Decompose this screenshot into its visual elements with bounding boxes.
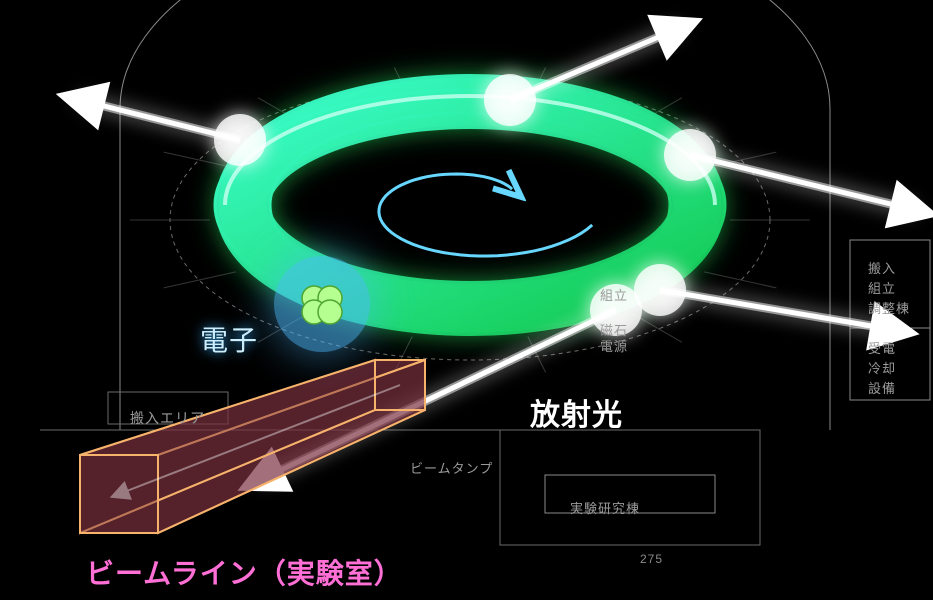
electron-label: 電子 <box>200 319 258 359</box>
beamline-label: ビームライン（実験室） <box>86 552 403 592</box>
floor-label-num275: 275 <box>640 552 663 566</box>
radiation-rays-glow <box>80 28 915 480</box>
diagram-svg <box>0 0 933 600</box>
floor-label-side2a: 受電 <box>868 338 896 357</box>
floor-label-side1b: 組立 <box>868 278 896 297</box>
floor-label-side1a: 搬入 <box>868 258 896 277</box>
diagram-stage: 搬入エリアビームタンプ実験研究棟275組立磁石電源搬入組立調整棟受電冷却設備電子… <box>0 0 933 600</box>
floor-label-assembly: 組立 <box>600 285 628 304</box>
electron-cluster <box>302 286 342 324</box>
radiation-label: 放射光 <box>530 390 623 434</box>
spiral-arrow <box>379 174 592 256</box>
radiation-ray-2 <box>660 290 895 330</box>
floor-label-side2b: 冷却 <box>868 358 896 377</box>
floor-label-side2c: 設備 <box>868 378 896 397</box>
floor-label-exp_research: 実験研究棟 <box>570 498 640 517</box>
floor-label-side1c: 調整棟 <box>868 298 910 317</box>
floor-label-magnet_ps-1: 電源 <box>600 336 628 355</box>
radiation-ray-3 <box>80 100 240 140</box>
beamline-box <box>80 360 425 533</box>
floor-label-beam_dump: ビームタンプ <box>410 458 493 477</box>
radiation-ray-0 <box>510 28 680 100</box>
floor-label-carry_in_area: 搬入エリア <box>130 408 205 428</box>
